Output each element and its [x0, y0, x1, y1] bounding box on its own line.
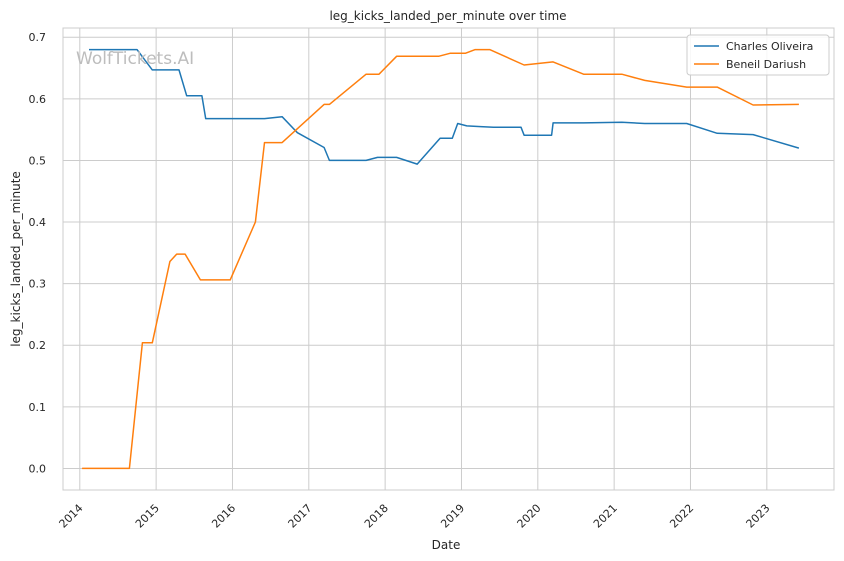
legend-box — [686, 34, 830, 76]
x-tick-label: 2018 — [362, 502, 391, 531]
y-tick-label: 0.4 — [29, 216, 47, 229]
grid — [63, 28, 834, 490]
x-tick-label: 2022 — [667, 502, 696, 531]
x-tick-label: 2023 — [744, 502, 773, 531]
x-axis-label: Date — [432, 538, 461, 552]
plot-frame — [62, 27, 835, 491]
y-tick-label: 0.0 — [29, 462, 47, 475]
chart-title: leg_kicks_landed_per_minute over time — [329, 9, 566, 23]
x-tick-label: 2014 — [57, 502, 86, 531]
series-line-charles-oliveira — [89, 48, 800, 165]
y-tick-label: 0.3 — [29, 278, 47, 291]
x-tick-label: 2020 — [515, 502, 544, 531]
x-tick-label: 2017 — [286, 502, 315, 531]
x-tick-label: 2021 — [591, 502, 620, 531]
x-tick-label: 2016 — [209, 502, 238, 531]
y-axis-label: leg_kicks_landed_per_minute — [9, 171, 23, 347]
y-tick-label: 0.2 — [29, 339, 47, 352]
x-tick-labels: 2014 2015 2016 2017 2018 2019 2020 2021 2022 2023 — [57, 502, 773, 531]
plot-background — [63, 28, 834, 490]
y-tick-labels: 0.0 0.1 0.2 0.3 0.4 0.5 0.6 0.7 — [29, 31, 47, 475]
legend-label-charles-oliveira: Charles Oliveira — [726, 40, 813, 53]
legend: Charles Oliveira Beneil Dariush — [686, 34, 830, 76]
y-tick-label: 0.6 — [29, 93, 47, 106]
series-line-beneil-dariush — [82, 48, 799, 470]
y-tick-label: 0.5 — [29, 154, 47, 167]
y-tick-label: 0.7 — [29, 31, 47, 44]
legend-label-beneil-dariush: Beneil Dariush — [726, 58, 806, 71]
x-tick-label: 2015 — [133, 502, 162, 531]
x-tick-label: 2019 — [438, 502, 467, 531]
y-tick-label: 0.1 — [29, 401, 47, 414]
watermark-text: WolfTickets.AI — [76, 49, 194, 69]
series-layer — [82, 48, 800, 470]
